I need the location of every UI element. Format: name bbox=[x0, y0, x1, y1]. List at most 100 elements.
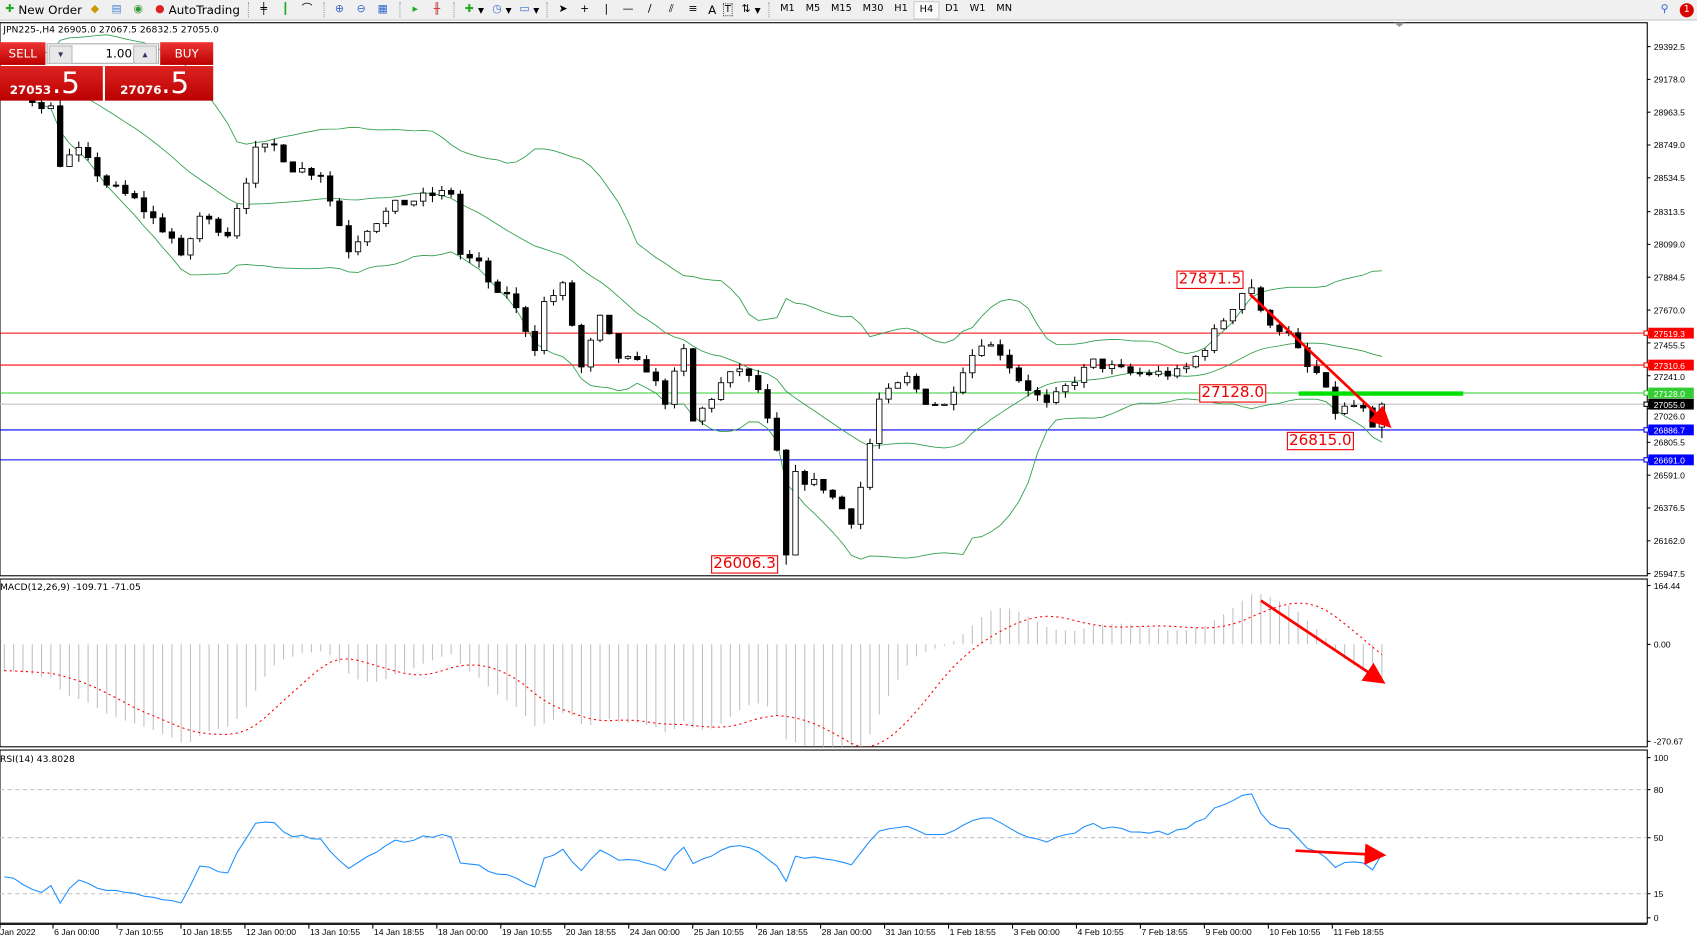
timeframe-w1[interactable]: W1 bbox=[969, 2, 986, 14]
candle-body bbox=[1099, 358, 1106, 369]
candle bbox=[997, 339, 1004, 361]
line-chart-button[interactable]: ⌒ bbox=[297, 1, 319, 18]
horizontal-line-button[interactable]: — bbox=[618, 1, 640, 18]
timeframe-h4[interactable]: H4 bbox=[913, 0, 940, 19]
candle-body bbox=[931, 403, 939, 406]
lot-size-value[interactable]: 1.00 bbox=[105, 46, 133, 61]
periods-button[interactable]: ◷ ▾ bbox=[492, 2, 512, 17]
autoscroll-button[interactable]: ╫ bbox=[427, 1, 449, 18]
time-label: 12 Jan 00:00 bbox=[246, 927, 297, 938]
arrows-button[interactable]: ⇅ ▾ bbox=[741, 2, 761, 17]
timeframe-m30[interactable]: M30 bbox=[862, 2, 884, 14]
macd-panel-frame bbox=[0, 578, 1648, 748]
zoom-out-icon: ⊖ bbox=[356, 3, 366, 16]
candle-body bbox=[913, 375, 920, 390]
candle-body bbox=[745, 368, 753, 376]
rsi-line bbox=[4, 793, 1383, 905]
signals-button[interactable]: ◉ bbox=[129, 1, 151, 18]
lot-size-stepper[interactable]: ▼ 1.00 ▲ bbox=[46, 43, 160, 64]
notification-badge: 1 bbox=[1679, 2, 1694, 17]
candle-body bbox=[708, 399, 715, 409]
market-watch-icon: ◆ bbox=[90, 3, 100, 16]
candle bbox=[624, 355, 632, 360]
candle-body bbox=[1034, 390, 1041, 396]
fibonacci-button[interactable]: ≡ bbox=[683, 1, 705, 18]
timeframe-m15[interactable]: M15 bbox=[831, 2, 852, 14]
candle-chart-button[interactable]: ┃ bbox=[276, 1, 298, 18]
candle bbox=[420, 187, 427, 207]
crosshair-button[interactable]: + bbox=[575, 1, 597, 18]
candle-body bbox=[271, 143, 278, 146]
candle-body bbox=[299, 168, 306, 173]
equidistant-channel-button[interactable]: ⫽ bbox=[662, 1, 684, 18]
timeframe-m5[interactable]: M5 bbox=[805, 2, 821, 14]
candle-body bbox=[1350, 405, 1358, 408]
candle bbox=[866, 438, 874, 490]
lot-decrease-icon[interactable]: ▼ bbox=[48, 45, 73, 64]
chart-canvas[interactable]: 29392.5 29178.0 28963.5 28749.0 28534.5 28313… bbox=[0, 22, 1697, 939]
autotrading-button[interactable]: ● AutoTrading bbox=[155, 2, 240, 17]
templates-button[interactable]: ▭ ▾ bbox=[519, 2, 540, 17]
timeframe-m1[interactable]: M1 bbox=[780, 2, 795, 14]
candle bbox=[47, 102, 55, 110]
bar-chart-button[interactable]: ╪ bbox=[254, 1, 276, 18]
candle-body bbox=[178, 237, 185, 256]
candle-body bbox=[699, 407, 706, 422]
recent-low-label[interactable]: 26815.0 bbox=[1286, 431, 1354, 451]
sell-price-button[interactable]: 27053.5 bbox=[0, 66, 103, 101]
candle-body bbox=[1276, 324, 1283, 332]
candle bbox=[438, 185, 445, 200]
timeframe-d1[interactable]: D1 bbox=[945, 2, 959, 14]
buy-button[interactable]: BUY bbox=[160, 42, 214, 65]
bollinger-lower-band bbox=[4, 91, 1383, 560]
buy-price-button[interactable]: 27076.5 bbox=[104, 66, 214, 101]
candle bbox=[224, 227, 231, 238]
candle bbox=[178, 234, 185, 257]
navigator-button[interactable]: ▤ bbox=[107, 1, 129, 18]
rsi-tick-label: 100 bbox=[1654, 753, 1669, 763]
candle bbox=[326, 171, 334, 207]
tile-windows-button[interactable]: ▦ bbox=[373, 1, 395, 18]
candle-body bbox=[922, 388, 929, 405]
candle bbox=[1341, 402, 1348, 416]
candle-body bbox=[392, 199, 399, 212]
resistance-label[interactable]: 27128.0 bbox=[1199, 384, 1267, 403]
search-button[interactable]: ⚲ bbox=[1655, 1, 1677, 18]
candle-body bbox=[94, 157, 101, 177]
swing-low-label[interactable]: 26006.3 bbox=[711, 555, 779, 574]
zoom-in-button[interactable]: ⊕ bbox=[330, 1, 352, 18]
candle-body bbox=[1052, 391, 1060, 403]
chart-shift-button[interactable]: ▸ bbox=[405, 1, 427, 18]
candle bbox=[634, 351, 641, 361]
new-order-button[interactable]: ✚ New Order bbox=[5, 2, 82, 17]
timeframe-mn[interactable]: MN bbox=[996, 2, 1012, 14]
candle bbox=[1108, 360, 1116, 375]
lot-increase-icon[interactable]: ▲ bbox=[133, 45, 157, 64]
candle-body bbox=[1257, 287, 1265, 311]
vertical-line-button[interactable]: | bbox=[597, 1, 619, 18]
candle bbox=[187, 237, 194, 260]
candle-body bbox=[1090, 358, 1097, 368]
time-label: 26 Jan 18:55 bbox=[757, 927, 808, 938]
indicators-button[interactable]: ✚ ▾ bbox=[464, 2, 484, 17]
separator bbox=[453, 2, 455, 18]
candle-body bbox=[959, 372, 967, 393]
market-watch-button[interactable]: ◆ bbox=[85, 1, 107, 18]
one-click-trading-panel: SELL ▼ 1.00 ▲ BUY 27053.5 27076.5 bbox=[0, 42, 214, 101]
text-button[interactable]: A bbox=[708, 2, 717, 17]
timeframe-h1[interactable]: H1 bbox=[894, 2, 908, 14]
notifications-button[interactable]: 1 bbox=[1676, 1, 1697, 18]
candle-body bbox=[410, 200, 418, 206]
candle bbox=[1080, 364, 1088, 388]
candle-body bbox=[233, 208, 241, 237]
text-label-button[interactable]: T bbox=[719, 1, 736, 18]
swing-high-label[interactable]: 27871.5 bbox=[1176, 270, 1244, 289]
sell-button[interactable]: SELL bbox=[0, 42, 46, 65]
candle bbox=[671, 367, 678, 409]
arrows-icon: ⇅ bbox=[741, 3, 751, 16]
candle bbox=[466, 250, 473, 263]
cursor-button[interactable]: ➤ bbox=[553, 1, 575, 18]
trendline-button[interactable]: / bbox=[640, 1, 662, 18]
zoom-out-button[interactable]: ⊖ bbox=[351, 1, 373, 18]
candle-body bbox=[503, 292, 511, 295]
